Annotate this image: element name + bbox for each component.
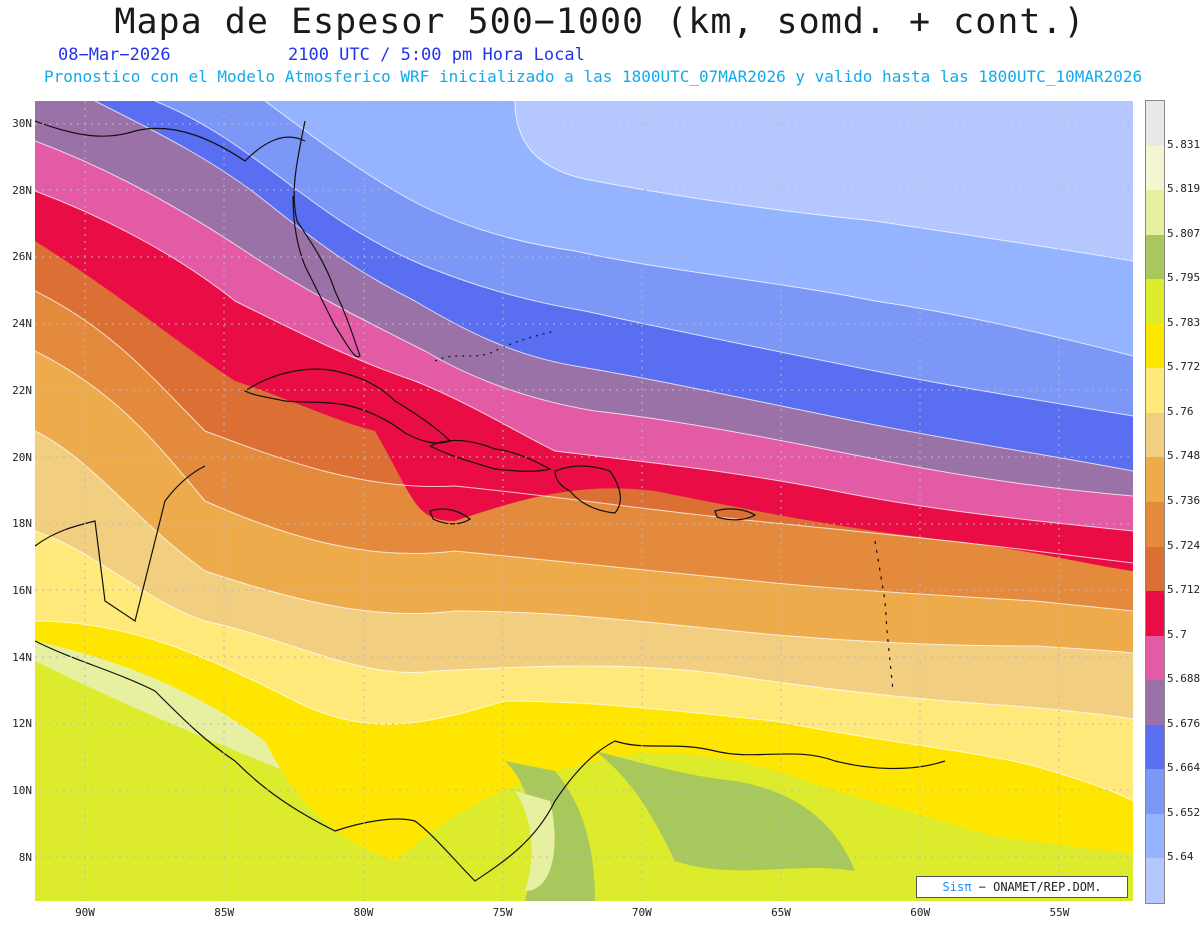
hispaniola-coast bbox=[554, 465, 622, 514]
legend-swatch bbox=[1146, 635, 1164, 681]
lon-label: 70W bbox=[631, 906, 652, 919]
legend-swatch bbox=[1146, 813, 1164, 859]
legend-swatch bbox=[1146, 323, 1164, 369]
legend-swatch bbox=[1146, 234, 1164, 280]
lat-label: 16N bbox=[12, 583, 32, 597]
cuba-east-coast bbox=[428, 439, 552, 472]
legend-level: 5.772 bbox=[1167, 360, 1200, 374]
legend-swatch bbox=[1146, 412, 1164, 458]
jamaica-coast bbox=[429, 508, 472, 525]
lat-label: 20N bbox=[12, 450, 32, 464]
thickness-map bbox=[35, 101, 1133, 901]
credit-text: − ONAMET/REP.DOM. bbox=[978, 880, 1102, 894]
lon-label: 90W bbox=[75, 906, 95, 919]
lat-label: 30N bbox=[12, 117, 32, 130]
lat-label: 26N bbox=[12, 250, 32, 264]
legend-level: 5.652 bbox=[1167, 805, 1200, 819]
lat-label: 10N bbox=[12, 784, 32, 797]
legend-swatch bbox=[1146, 680, 1164, 726]
lat-label: 12N bbox=[12, 717, 32, 731]
legend-level: 5.819 bbox=[1167, 182, 1200, 196]
lon-label: 85W bbox=[214, 906, 235, 919]
lat-label: 8N bbox=[18, 850, 32, 864]
lat-label: 22N bbox=[12, 383, 32, 397]
legend-swatch bbox=[1146, 279, 1164, 325]
credit-brand: Sisπ bbox=[942, 880, 972, 894]
lon-label: 65W bbox=[771, 906, 791, 919]
patch-green-2 bbox=[595, 751, 855, 871]
lon-label: 60W bbox=[910, 906, 931, 919]
legend-level: 5.783 bbox=[1167, 315, 1200, 329]
legend-swatch bbox=[1146, 591, 1164, 637]
legend-level: 5.712 bbox=[1167, 583, 1200, 597]
model-info: Pronostico con el Modelo Atmosferico WRF… bbox=[44, 67, 1143, 86]
legend-level: 5.831 bbox=[1167, 137, 1200, 151]
legend-swatch bbox=[1146, 368, 1164, 414]
coastlines bbox=[35, 120, 946, 882]
legend-level: 5.76 bbox=[1167, 404, 1194, 418]
map-title: Mapa de Espesor 500−1000 (km, somd. + co… bbox=[114, 2, 1086, 42]
lat-label: 24N bbox=[12, 317, 32, 331]
legend-swatch bbox=[1146, 769, 1164, 815]
legend-level: 5.736 bbox=[1167, 494, 1200, 507]
legend-level: 5.807 bbox=[1167, 226, 1200, 240]
legend-swatch bbox=[1146, 502, 1164, 548]
legend-level: 5.795 bbox=[1167, 271, 1200, 285]
legend-swatch bbox=[1146, 858, 1164, 904]
credit-box: Sisπ − ONAMET/REP.DOM. bbox=[916, 876, 1128, 898]
legend-level: 5.748 bbox=[1167, 449, 1200, 463]
legend-level: 5.676 bbox=[1167, 716, 1200, 730]
legend-swatch bbox=[1146, 101, 1164, 147]
legend-level: 5.688 bbox=[1167, 672, 1200, 686]
legend-swatch bbox=[1146, 457, 1164, 503]
legend-swatch bbox=[1146, 546, 1164, 592]
graticule bbox=[35, 101, 1133, 901]
contour-lines bbox=[35, 101, 1133, 802]
legend-swatch bbox=[1146, 190, 1164, 236]
legend-level: 5.724 bbox=[1167, 538, 1200, 552]
legend-swatch bbox=[1146, 145, 1164, 191]
lat-label: 14N bbox=[12, 650, 32, 664]
lesser-antilles bbox=[874, 540, 894, 692]
color-legend bbox=[1145, 100, 1165, 904]
legend-level: 5.64 bbox=[1167, 850, 1194, 864]
forecast-time: 2100 UTC / 5:00 pm Hora Local bbox=[288, 45, 585, 65]
band-5795 bbox=[35, 661, 1133, 901]
legend-level: 5.7 bbox=[1167, 627, 1187, 641]
yucatan-coast bbox=[35, 465, 206, 622]
bahamas bbox=[434, 330, 556, 362]
legend-level: 5.664 bbox=[1167, 761, 1200, 775]
legend-swatch bbox=[1146, 724, 1164, 770]
lon-label: 80W bbox=[353, 906, 374, 919]
lon-label: 55W bbox=[1049, 906, 1070, 919]
florida-coast bbox=[292, 120, 361, 358]
patch-pale-1 bbox=[515, 791, 555, 891]
contour-fill bbox=[35, 101, 1133, 901]
puerto-rico-coast bbox=[714, 508, 757, 521]
lat-label: 28N bbox=[12, 183, 32, 197]
forecast-date: 08−Mar−2026 bbox=[58, 45, 171, 65]
gulf-coast bbox=[35, 120, 306, 162]
lat-label: 18N bbox=[12, 517, 32, 531]
lon-label: 75W bbox=[492, 906, 513, 919]
central-south-america-coast bbox=[35, 640, 946, 882]
band-5640 bbox=[515, 101, 1133, 261]
